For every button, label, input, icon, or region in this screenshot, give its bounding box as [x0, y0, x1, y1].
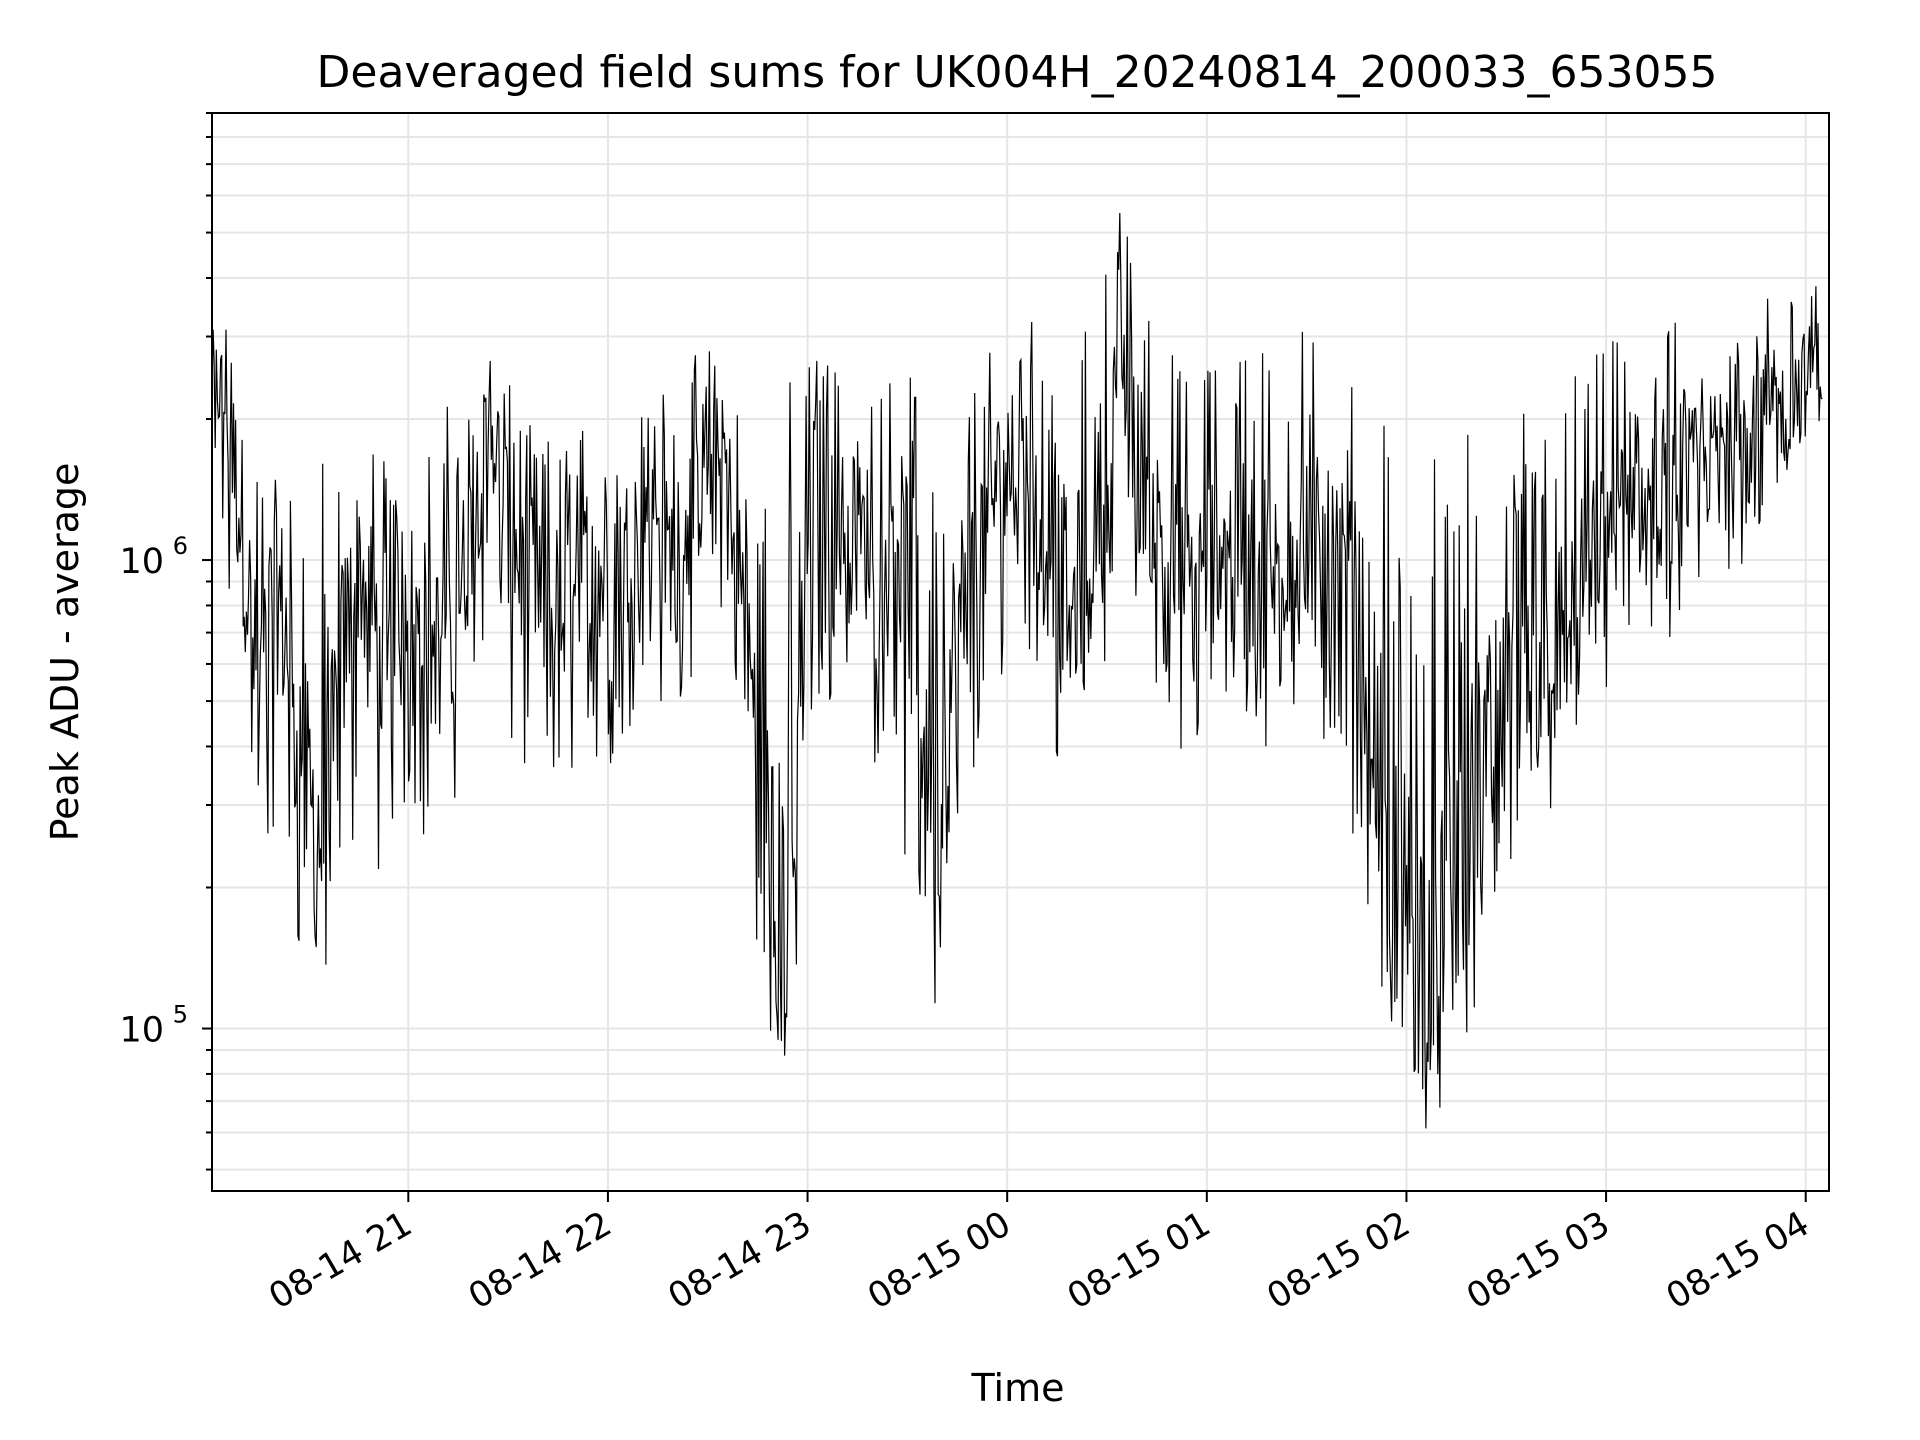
y-tick-label-exponent: 5	[173, 1001, 188, 1029]
y-tick-label-base: 10	[119, 1011, 164, 1051]
y-tick-label-exponent: 6	[173, 532, 188, 560]
series-group	[211, 212, 1823, 1129]
plot-frame	[211, 112, 1830, 1192]
y-axis-label: Peak ADU - average	[43, 463, 87, 842]
x-axis-label: Time	[971, 1366, 1065, 1410]
y-axis: 10 5 10 6	[119, 112, 212, 1171]
series-line	[211, 212, 1823, 1129]
y-tick-label-base: 10	[119, 542, 164, 582]
chart-title: Deaveraged field sums for UK004H_2024081…	[317, 47, 1718, 98]
y-tick-label: 10 6	[119, 532, 188, 582]
y-tick-label: 10 5	[119, 1001, 188, 1051]
